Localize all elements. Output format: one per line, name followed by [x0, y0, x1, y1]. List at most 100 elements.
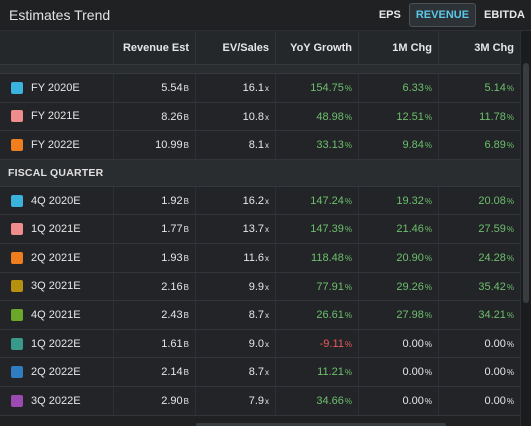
- three-month-chg-cell: 27.59%: [438, 215, 520, 243]
- widget-header: Estimates Trend EPS REVENUE EBITDA: [0, 0, 531, 31]
- revenue-est-cell-suffix: B: [183, 396, 189, 406]
- table-row[interactable]: FY 2021E 8.26B 10.8x 48.98% 12.51% 11.78%: [0, 102, 520, 132]
- table-row[interactable]: FY 2020E 5.54B 16.1x 154.75% 6.33% 5.14%: [0, 74, 520, 103]
- period-cell: 3Q 2021E: [0, 273, 113, 301]
- series-color-swatch: [11, 394, 23, 407]
- one-month-chg-cell-value: 19.32: [396, 194, 424, 207]
- period-label: 2Q 2021E: [31, 251, 81, 264]
- yoy-growth-cell-suffix: %: [344, 141, 352, 151]
- revenue-est-cell-suffix: B: [183, 282, 189, 292]
- table-row[interactable]: 4Q 2020E 1.92B 16.2x 147.24% 19.32% 20.08%: [0, 186, 520, 216]
- ev-sales-cell-value: 8.1: [248, 139, 264, 152]
- ev-sales-cell-value: 10.8: [242, 110, 264, 123]
- table-row[interactable]: 3Q 2021E 2.16B 9.9x 77.91% 29.26% 35.42%: [0, 272, 520, 302]
- section-header: FISCAL QUARTER: [0, 159, 520, 187]
- yoy-growth-cell: 77.91%: [275, 272, 358, 301]
- series-color-swatch: [11, 337, 23, 350]
- one-month-chg-cell-value: 0.00: [402, 366, 424, 379]
- revenue-est-cell-value: 1.93: [161, 251, 183, 264]
- tab-eps[interactable]: EPS: [378, 9, 401, 21]
- three-month-chg-cell-value: 24.28: [478, 251, 506, 264]
- ev-sales-cell: 16.1x: [195, 74, 275, 102]
- table-row[interactable]: 1Q 2022E 1.61B 9.0x -9.11% 0.00% 0.00%: [0, 329, 520, 359]
- revenue-est-cell: 1.61B: [113, 329, 195, 358]
- one-month-chg-cell-suffix: %: [424, 339, 432, 349]
- ev-sales-cell-value: 16.2: [242, 194, 264, 207]
- three-month-chg-cell-suffix: %: [506, 112, 514, 122]
- yoy-growth-cell-suffix: %: [344, 282, 352, 292]
- yoy-growth-cell: 154.75%: [275, 74, 358, 102]
- revenue-est-cell-suffix: B: [183, 84, 189, 93]
- column-header-period[interactable]: [0, 31, 113, 64]
- one-month-chg-cell: 9.84%: [358, 131, 438, 159]
- yoy-growth-cell-value: 48.98: [316, 110, 344, 123]
- vertical-scrollbar[interactable]: [520, 31, 531, 426]
- ev-sales-cell-value: 7.9: [248, 394, 264, 407]
- one-month-chg-cell-suffix: %: [424, 311, 432, 321]
- series-color-swatch: [11, 366, 23, 379]
- one-month-chg-cell-suffix: %: [424, 84, 432, 93]
- yoy-growth-cell-value: 77.91: [316, 280, 344, 293]
- revenue-est-cell: 8.26B: [113, 102, 195, 131]
- column-header-revenue-est[interactable]: Revenue Est: [113, 31, 195, 64]
- period-cell: FY 2020E: [0, 74, 113, 102]
- one-month-chg-cell: 0.00%: [358, 329, 438, 358]
- revenue-est-cell-suffix: B: [183, 112, 189, 122]
- one-month-chg-cell-value: 29.26: [396, 280, 424, 293]
- column-header-3m-chg[interactable]: 3M Chg: [438, 31, 520, 64]
- one-month-chg-cell-suffix: %: [424, 253, 432, 263]
- metric-tabs: EPS REVENUE EBITDA: [373, 3, 531, 27]
- revenue-est-cell: 2.90B: [113, 386, 195, 415]
- three-month-chg-cell: 6.89%: [438, 131, 520, 159]
- ev-sales-cell-suffix: x: [265, 368, 269, 378]
- yoy-growth-cell-value: 33.13: [316, 139, 344, 152]
- column-header-ev-sales[interactable]: EV/Sales: [195, 31, 275, 64]
- revenue-est-cell-value: 2.90: [161, 394, 183, 407]
- yoy-growth-cell-value: 11.21: [317, 366, 344, 379]
- horizontal-scrollbar[interactable]: [196, 423, 446, 426]
- series-color-swatch: [11, 138, 23, 151]
- period-cell: 4Q 2020E: [0, 187, 113, 215]
- three-month-chg-cell: 0.00%: [438, 386, 520, 415]
- revenue-est-cell-value: 2.14: [161, 366, 183, 379]
- revenue-est-cell-value: 10.99: [155, 139, 183, 152]
- ev-sales-cell-value: 16.1: [242, 82, 264, 94]
- ev-sales-cell: 9.9x: [195, 272, 275, 301]
- one-month-chg-cell: 27.98%: [358, 301, 438, 329]
- ev-sales-cell-suffix: x: [265, 311, 269, 321]
- period-label: 1Q 2022E: [31, 337, 81, 350]
- table-row[interactable]: 2Q 2021E 1.93B 11.6x 118.48% 20.90% 24.28%: [0, 243, 520, 273]
- three-month-chg-cell-suffix: %: [506, 196, 514, 206]
- one-month-chg-cell-suffix: %: [424, 396, 432, 406]
- revenue-est-cell-suffix: B: [183, 141, 189, 151]
- table-header-row: Revenue Est EV/Sales YoY Growth 1M Chg 3…: [0, 31, 520, 65]
- one-month-chg-cell: 21.46%: [358, 215, 438, 243]
- section-header: FISCAL YEAR: [0, 65, 520, 74]
- ev-sales-cell-suffix: x: [265, 141, 269, 151]
- table-row[interactable]: 4Q 2021E 2.43B 8.7x 26.61% 27.98% 34.21%: [0, 301, 520, 330]
- yoy-growth-cell-value: 147.39: [310, 223, 344, 236]
- tab-ebitda[interactable]: EBITDA: [484, 9, 525, 21]
- yoy-growth-cell: -9.11%: [275, 329, 358, 358]
- one-month-chg-cell: 6.33%: [358, 74, 438, 102]
- ev-sales-cell: 11.6x: [195, 243, 275, 272]
- three-month-chg-cell: 5.14%: [438, 74, 520, 102]
- three-month-chg-cell-value: 11.78: [479, 110, 506, 123]
- column-header-1m-chg[interactable]: 1M Chg: [358, 31, 438, 64]
- tab-revenue[interactable]: REVENUE: [408, 3, 477, 27]
- period-cell: 2Q 2021E: [0, 244, 113, 272]
- yoy-growth-cell: 34.66%: [275, 386, 358, 415]
- table-row[interactable]: 1Q 2021E 1.77B 13.7x 147.39% 21.46% 27.59%: [0, 215, 520, 244]
- period-cell: FY 2021E: [0, 103, 113, 131]
- column-header-yoy-growth[interactable]: YoY Growth: [275, 31, 358, 64]
- table-row[interactable]: 3Q 2022E 2.90B 7.9x 34.66% 0.00% 0.00%: [0, 386, 520, 416]
- table-row[interactable]: FY 2022E 10.99B 8.1x 33.13% 9.84% 6.89%: [0, 131, 520, 160]
- revenue-est-cell: 10.99B: [113, 131, 195, 159]
- scrollbar-thumb[interactable]: [523, 63, 529, 303]
- table-row[interactable]: 2Q 2022E 2.14B 8.7x 11.21% 0.00% 0.00%: [0, 358, 520, 387]
- ev-sales-cell-value: 8.7: [248, 309, 264, 322]
- yoy-growth-cell: 147.24%: [275, 186, 358, 215]
- yoy-growth-cell-suffix: %: [344, 225, 352, 235]
- series-color-swatch: [11, 81, 23, 94]
- ev-sales-cell-suffix: x: [265, 112, 269, 122]
